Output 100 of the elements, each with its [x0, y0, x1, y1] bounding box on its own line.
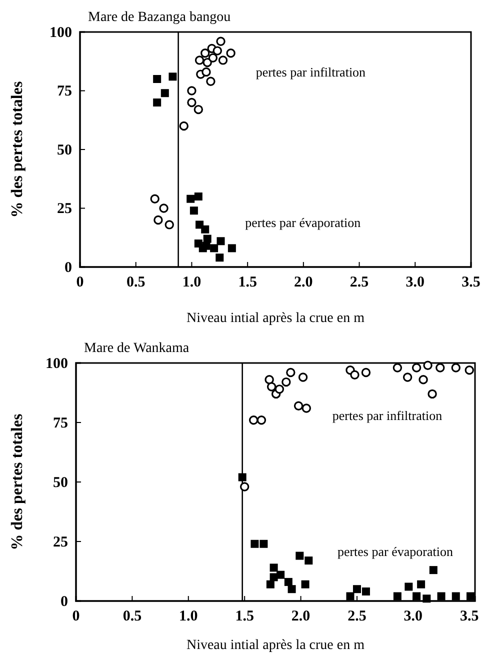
point [238, 473, 246, 482]
x-tick-label: 0.5 [122, 608, 142, 625]
point [422, 594, 431, 603]
point [412, 592, 421, 600]
x-axis-title: Niveau intial après la crue en m [186, 638, 365, 653]
point [194, 56, 204, 65]
y-tick-label: 50 [57, 142, 72, 158]
x-tick-label: 3.0 [404, 608, 423, 625]
point [154, 215, 163, 225]
point [274, 384, 284, 394]
point [216, 36, 226, 46]
series-label: pertes par infiltration [256, 64, 366, 80]
point [352, 585, 361, 594]
point [150, 194, 160, 204]
point [201, 225, 210, 234]
point [194, 104, 204, 114]
point [194, 192, 202, 200]
point [186, 194, 195, 203]
point [288, 585, 296, 594]
point [466, 592, 475, 600]
point [302, 404, 312, 413]
x-tick-label: 3.5 [462, 274, 480, 291]
point [296, 552, 304, 560]
point [256, 416, 266, 425]
point [228, 244, 236, 252]
y-tick-label: 25 [53, 534, 68, 550]
series-label: pertes par infiltration [332, 408, 443, 424]
point [301, 580, 310, 588]
x-tick-label: 2.5 [350, 274, 369, 291]
point [168, 72, 177, 81]
point [417, 580, 426, 588]
point [216, 254, 224, 262]
point [393, 592, 402, 600]
point [350, 370, 360, 380]
point [284, 578, 292, 586]
point [428, 389, 437, 399]
y-tick-label: 25 [57, 201, 72, 218]
y-tick-label: 100 [50, 24, 72, 41]
y-axis-title: % des pertes totales [9, 414, 26, 550]
y-tick-label: 50 [53, 474, 68, 491]
x-tick-label: 2.0 [294, 274, 313, 291]
y-tick-label: 0 [64, 260, 72, 276]
point [298, 372, 308, 382]
point [304, 556, 313, 565]
point [208, 53, 218, 62]
point [404, 582, 413, 591]
point [248, 416, 258, 425]
point [266, 580, 274, 588]
point [164, 220, 174, 230]
point [423, 360, 432, 370]
point [392, 363, 402, 372]
point [418, 375, 428, 384]
point [361, 368, 371, 378]
point [202, 67, 211, 77]
point [266, 382, 276, 392]
point [270, 564, 278, 572]
point [159, 204, 168, 213]
point [216, 237, 225, 246]
point [451, 363, 460, 372]
point [402, 372, 412, 382]
point [282, 377, 291, 387]
point [202, 58, 212, 68]
y-tick-label: 100 [46, 356, 68, 372]
point [160, 89, 169, 98]
x-tick-label: 0 [76, 274, 84, 291]
y-axis-title: % des pertes totales [9, 81, 26, 218]
point [464, 366, 474, 375]
x-tick-label: 0.5 [126, 274, 146, 291]
point [240, 482, 250, 492]
point [212, 46, 222, 56]
x-tick-label: 1.5 [235, 608, 254, 625]
point [362, 587, 370, 596]
x-tick-label: 2.0 [291, 608, 310, 625]
point [218, 56, 228, 65]
point [437, 592, 446, 600]
point [412, 363, 422, 372]
point [187, 98, 196, 108]
x-axis-title: Niveau intial après la crue en m [186, 311, 365, 326]
point [260, 540, 268, 548]
y-tick-label: 75 [53, 415, 68, 432]
point [346, 592, 354, 600]
x-tick-label: 3.0 [406, 274, 425, 291]
x-tick-label: 1.0 [182, 274, 202, 291]
point [286, 368, 296, 378]
point [206, 76, 216, 86]
point [294, 401, 304, 410]
point [276, 570, 285, 579]
point [153, 75, 162, 83]
point [202, 242, 210, 250]
point [436, 363, 445, 372]
point [264, 375, 274, 384]
point [452, 592, 460, 600]
y-tick-label: 0 [60, 594, 68, 610]
chart-title: Mare de Wankama [84, 341, 190, 356]
point [210, 244, 218, 252]
point [429, 566, 438, 574]
point [190, 206, 198, 215]
chart-title: Mare de Bazanga bangou [88, 10, 231, 25]
x-tick-label: 1.5 [238, 274, 257, 291]
point [226, 48, 236, 58]
